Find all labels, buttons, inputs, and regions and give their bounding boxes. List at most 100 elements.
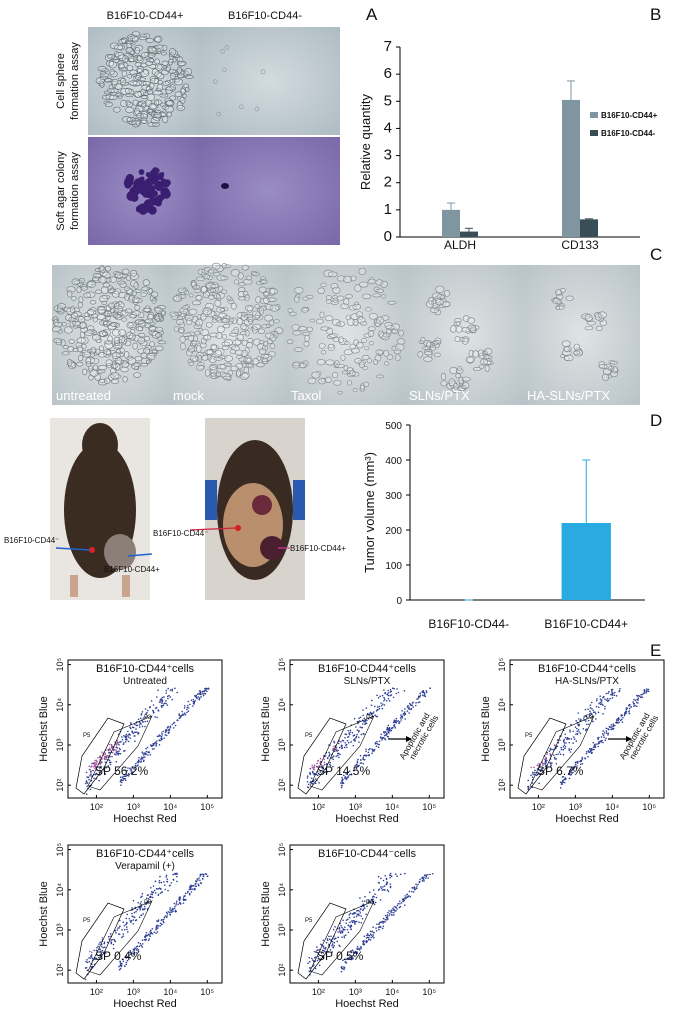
- x-tick-label: 10³: [127, 987, 140, 997]
- event: [346, 771, 349, 774]
- cell: [78, 296, 84, 304]
- cell: [154, 314, 160, 322]
- event: [343, 746, 346, 749]
- colony: [144, 188, 155, 199]
- event: [574, 761, 577, 764]
- cell: [387, 300, 397, 305]
- cell: [108, 61, 117, 69]
- event: [367, 934, 369, 937]
- event: [348, 953, 350, 956]
- event: [344, 733, 347, 735]
- cell: [484, 364, 490, 372]
- cell: [426, 300, 434, 308]
- gate: [87, 715, 153, 791]
- event: [374, 901, 377, 904]
- event: [149, 931, 151, 933]
- event: [134, 740, 136, 742]
- cell: [215, 315, 222, 321]
- event: [138, 756, 140, 759]
- event: [125, 917, 128, 920]
- cell: [127, 74, 133, 79]
- event: [379, 926, 382, 928]
- event: [340, 970, 343, 973]
- cell: [214, 299, 222, 307]
- event: [379, 695, 381, 698]
- event: [177, 903, 179, 906]
- cell: [268, 351, 276, 358]
- cell: [316, 359, 326, 366]
- event: [584, 757, 587, 760]
- event: [103, 946, 106, 949]
- event: [88, 778, 90, 781]
- event: [533, 773, 535, 776]
- cell: [137, 337, 145, 344]
- event: [190, 884, 192, 887]
- event: [589, 710, 591, 712]
- event: [166, 695, 169, 698]
- event: [592, 746, 595, 749]
- panel-label: D: [650, 411, 662, 430]
- event: [357, 720, 360, 723]
- event: [192, 884, 195, 887]
- event: [161, 704, 164, 707]
- event: [324, 771, 327, 773]
- cell: [112, 313, 123, 319]
- event: [636, 698, 639, 701]
- event: [137, 718, 140, 721]
- cell: [269, 343, 276, 349]
- event: [399, 905, 402, 908]
- cell: [103, 349, 112, 355]
- cell: [148, 82, 155, 90]
- event: [142, 908, 144, 911]
- event: [158, 879, 161, 882]
- cell: [244, 304, 254, 312]
- y-tick-label: 10²: [55, 779, 65, 792]
- event: [323, 763, 326, 766]
- event: [145, 753, 148, 755]
- event: [204, 873, 207, 875]
- event: [200, 874, 202, 876]
- event: [320, 952, 323, 954]
- cell: [125, 47, 133, 53]
- event: [345, 772, 348, 775]
- event: [334, 937, 337, 940]
- event: [363, 907, 366, 909]
- event: [126, 928, 128, 931]
- event: [156, 920, 158, 922]
- plot-title: B16F10-CD44⁺cells: [318, 663, 417, 675]
- cell: [429, 345, 437, 351]
- event: [88, 768, 91, 771]
- event: [605, 692, 608, 695]
- cell: [154, 99, 160, 107]
- event: [160, 697, 162, 700]
- cell: [298, 326, 307, 332]
- event: [103, 942, 106, 945]
- event: [625, 708, 628, 711]
- event: [176, 875, 178, 878]
- event: [630, 706, 632, 708]
- event: [637, 702, 639, 704]
- cell: [286, 339, 294, 344]
- event: [331, 951, 333, 953]
- event: [349, 921, 351, 924]
- event: [137, 949, 140, 951]
- event: [600, 701, 603, 703]
- event: [121, 929, 123, 931]
- event: [323, 771, 326, 774]
- event: [171, 908, 174, 911]
- event: [350, 741, 352, 743]
- event: [342, 959, 344, 962]
- event: [89, 788, 92, 791]
- event: [350, 773, 353, 776]
- event: [89, 774, 91, 777]
- cell: [209, 284, 219, 289]
- event: [374, 743, 377, 745]
- event: [142, 721, 144, 723]
- event: [349, 912, 352, 915]
- event: [376, 715, 379, 718]
- event: [197, 879, 199, 881]
- cell: [256, 356, 262, 361]
- event: [166, 727, 169, 729]
- cell: [106, 60, 115, 67]
